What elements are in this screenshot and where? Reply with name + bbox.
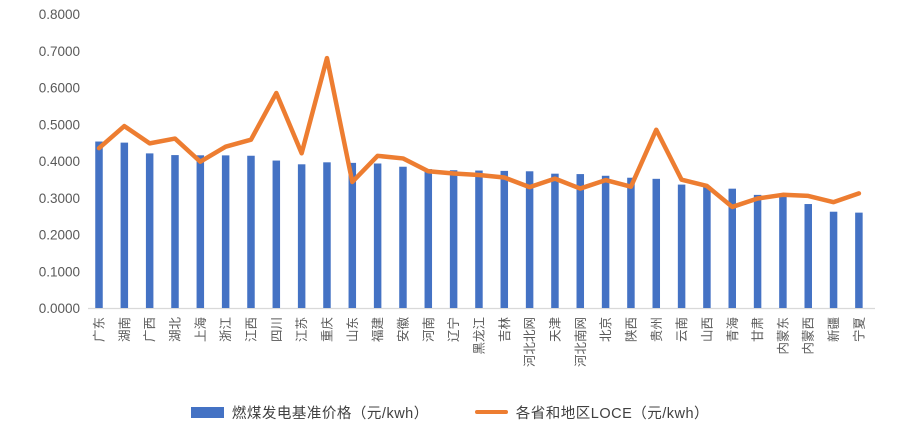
benchmark-price-bar [753,194,762,308]
legend-item-lcoe: 各省和地区LOCE（元/kwh） [474,402,710,423]
y-tick-label: 0.4000 [39,154,80,169]
benchmark-price-bar [221,155,230,308]
benchmark-price-bar [196,155,205,308]
benchmark-price-bar [576,174,585,308]
x-category-label: 内蒙东 [776,317,790,355]
benchmark-price-bar [728,188,736,308]
x-category-label: 湖北 [167,317,182,343]
x-category-label: 江西 [244,317,258,342]
benchmark-price-bar [120,142,129,308]
benchmark-price-bar [297,164,306,308]
benchmark-price-bar [247,155,255,308]
x-category-label: 广东 [93,317,107,342]
benchmark-price-bar [551,173,559,308]
lcoe-line [96,55,862,210]
x-category-label: 福建 [370,317,385,343]
x-category-label: 山东 [346,317,360,342]
x-category-label: 陕西 [623,317,638,342]
y-tick-label: 0.5000 [39,117,80,132]
x-category-label: 天津 [548,317,562,342]
x-category-label: 山西 [700,317,714,342]
benchmark-price-bar [475,170,483,308]
benchmark-price-bar [855,212,863,308]
x-category-label: 甘肃 [751,317,765,342]
x-category-label: 河南 [421,317,436,342]
benchmark-price-bar [399,166,407,308]
benchmark-price-bar [323,162,331,308]
x-category-label: 江苏 [294,317,309,342]
x-category-label: 安徽 [395,317,410,343]
x-category-label: 河北南网 [573,317,588,367]
legend: 燃煤发电基准价格（元/kwh） 各省和地区LOCE（元/kwh） [0,398,900,426]
y-tick-label: 0.7000 [39,44,80,59]
legend-label-benchmark-price: 燃煤发电基准价格（元/kwh） [231,405,429,422]
x-category-label: 新疆 [826,317,841,342]
x-axis-category-labels: 广东 湖南 广西 湖北 上海 浙江 江西 四川 江苏 重庆 山东 福建 安徽 河南 辽宁 黑龙江 吉林 河北北网天… [93,317,867,368]
benchmark-price-bars [95,141,863,308]
x-category-label: 浙江 [218,317,233,342]
benchmark-price-bar [171,155,179,308]
benchmark-price-bar [145,153,154,308]
x-category-label: 云南 [674,317,689,342]
benchmark-price-bar [373,163,382,308]
benchmark-price-bar [703,185,711,308]
x-category-label: 内蒙西 [802,317,816,355]
benchmark-price-bar [525,171,534,308]
x-category-label: 贵州 [650,317,664,342]
x-category-label: 四川 [270,317,284,342]
benchmark-price-bar [677,184,686,308]
x-category-label: 宁夏 [851,317,866,343]
benchmark-price-bar [829,211,838,308]
y-tick-label: 0.3000 [39,191,80,206]
benchmark-price-bar [449,170,458,308]
benchmark-price-bar [804,204,812,308]
y-tick-label: 0.2000 [39,228,80,243]
x-category-label: 青海 [725,317,740,343]
y-tick-label: 0.6000 [39,81,80,96]
y-tick-label: 0.8000 [39,7,80,22]
benchmark-price-bar [424,169,433,308]
benchmark-price-bar [95,141,103,308]
x-category-label: 上海 [193,317,208,343]
x-category-label: 重庆 [319,317,334,343]
x-category-label: 北京 [599,317,613,342]
bar-series-swatch-icon [190,406,224,418]
x-category-label: 吉林 [498,317,512,343]
benchmark-price-bar [348,162,357,308]
x-category-label: 辽宁 [446,317,461,342]
benchmark-price-bar [652,178,661,308]
legend-label-lcoe: 各省和地区LOCE（元/kwh） [515,405,710,422]
x-category-label: 湖南 [117,317,132,342]
x-category-label: 广西 [143,317,157,342]
benchmark-price-bar [627,177,635,308]
benchmark-price-bar [601,175,610,308]
x-category-label: 河北北网 [523,317,537,367]
x-category-label: 黑龙江 [472,317,486,355]
y-tick-label: 0.0000 [39,301,80,316]
legend-item-benchmark-price: 燃煤发电基准价格（元/kwh） [190,402,429,423]
benchmark-price-bar [272,160,281,308]
benchmark-price-bar [500,170,509,308]
line-series-swatch-icon [474,410,508,414]
y-tick-label: 0.1000 [39,264,80,279]
lcoe-line-series [96,55,862,210]
y-axis-tick-labels: 0.0000 0.1000 0.2000 0.3000 0.4000 0.5000 0.60… [39,7,80,316]
benchmark-price-bar [779,196,787,308]
